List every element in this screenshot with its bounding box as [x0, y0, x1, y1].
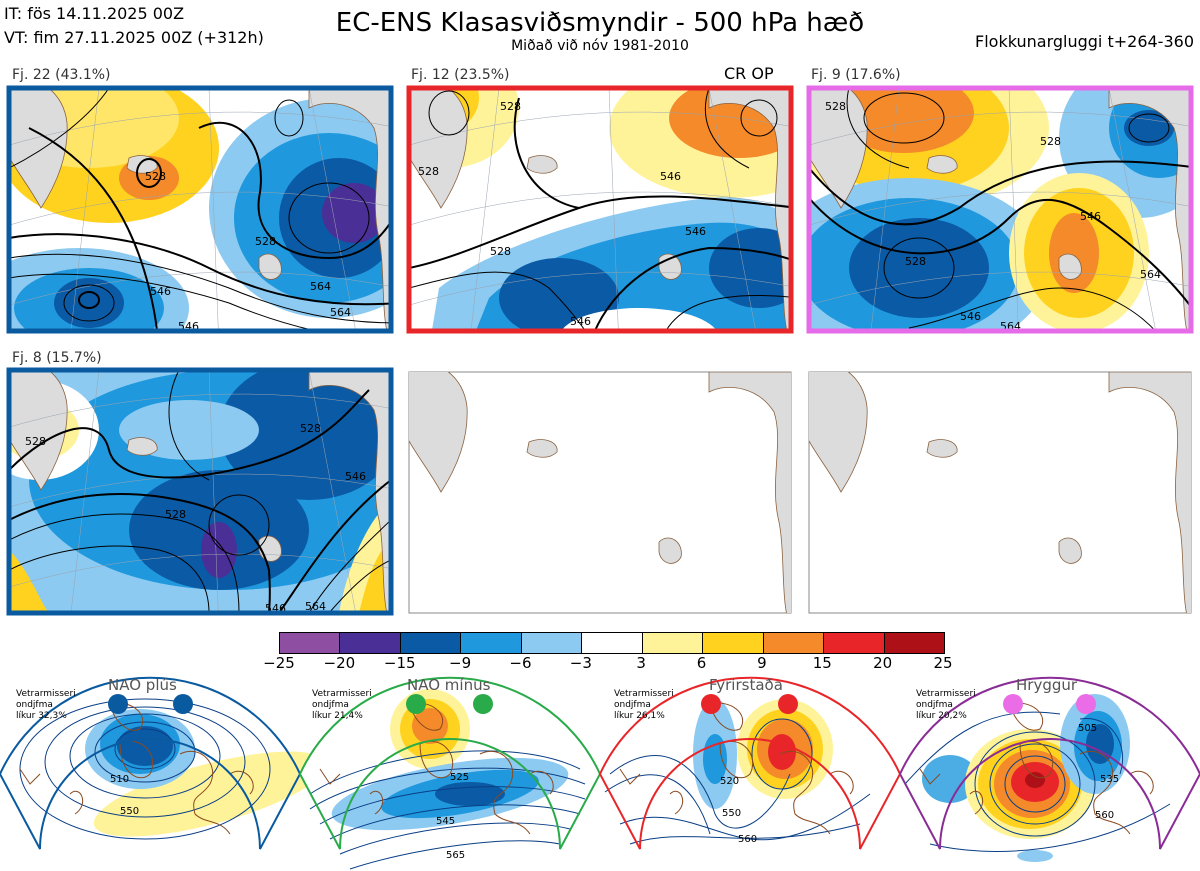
regime-contour: 550 — [120, 806, 139, 817]
contour-label: 528 — [500, 100, 521, 113]
regime-contour: 550 — [722, 808, 741, 819]
cluster-frame-2 — [406, 85, 794, 334]
regime-contour: 545 — [436, 816, 455, 827]
regime-marker-ridge-2 — [1076, 694, 1096, 714]
colorbar — [279, 632, 945, 654]
colorbar-swatch — [399, 633, 461, 653]
contour-label: 546 — [1080, 210, 1101, 223]
contour-label: 546 — [960, 310, 981, 323]
clustering-window: Flokkunargluggi t+264-360 — [975, 32, 1194, 51]
contour-label: 564 — [310, 280, 331, 293]
regime-info-nao-plus: Vetrarmisseri ondjfma líkur 32,3% — [16, 689, 76, 721]
cluster-label-3: Fj. 9 (17.6%) — [811, 67, 901, 83]
colorbar-ticks: −25 −20 −15 −9 −6 −3 3 6 9 15 20 25 — [240, 654, 984, 672]
regime-marker-blocking-1 — [701, 694, 721, 714]
colorbar-tick-label: −20 — [323, 654, 356, 672]
colorbar-swatch — [762, 633, 824, 653]
regime-marker-blocking-2 — [778, 694, 798, 714]
weather-regimes: 510 550 525 545 565 — [0, 676, 1200, 870]
control-operational-badge: CR OP — [724, 64, 774, 83]
regime-title-ridge: Hryggur — [1016, 676, 1078, 694]
cluster-label-2: Fj. 12 (23.5%) — [411, 67, 510, 83]
contour-label: 528 — [825, 100, 846, 113]
colorbar-tick-label: −15 — [383, 654, 416, 672]
cluster-maps: 546 528 564 564 528 546 — [6, 85, 1194, 616]
contour-label: 546 — [570, 315, 591, 328]
cluster-label-1: Fj. 22 (43.1%) — [12, 67, 111, 83]
regime-info-ridge: Vetrarmisseri ondjfma líkur 20,2% — [916, 689, 976, 721]
colorbar-swatch — [280, 633, 340, 653]
regime-title-nao-plus: NAO plús — [108, 676, 177, 694]
regime-marker-nao-plus-2 — [173, 694, 193, 714]
cluster-frame-3 — [806, 85, 1194, 334]
regime-contour: 520 — [720, 776, 739, 787]
cluster-frame-4 — [6, 367, 394, 616]
regime-contour: 535 — [1100, 774, 1119, 785]
init-time: IT: fös 14.11.2025 00Z — [4, 4, 185, 23]
colorbar-swatch — [339, 633, 400, 653]
contour-label: 546 — [150, 285, 171, 298]
colorbar-tick-label: 20 — [873, 654, 893, 672]
regime-contour: 560 — [1095, 810, 1114, 821]
regime-marker-ridge-1 — [1003, 694, 1023, 714]
contour-label: 528 — [490, 245, 511, 258]
regime-contour: 565 — [446, 850, 465, 861]
colorbar-swatch — [883, 633, 944, 653]
colorbar-swatch — [641, 633, 703, 653]
colorbar-tick-label: 25 — [933, 654, 953, 672]
colorbar-tick-label: 3 — [636, 654, 646, 672]
colorbar-swatch — [702, 633, 763, 653]
contour-label: 528 — [255, 235, 276, 248]
contour-label: 546 — [345, 470, 366, 483]
valid-time: VT: fim 27.11.2025 00Z (+312h) — [4, 28, 264, 47]
contour-label: 546 — [685, 225, 706, 238]
contour-label: 564 — [330, 306, 351, 319]
colorbar-swatch — [581, 633, 642, 653]
cluster-label-4: Fj. 8 (15.7%) — [12, 350, 102, 366]
contour-label: 564 — [305, 600, 326, 613]
empty-panel-5 — [408, 371, 792, 614]
colorbar-tick-label: 6 — [696, 654, 707, 672]
colorbar-swatch — [460, 633, 521, 653]
page-title: EC-ENS Klasasviðsmyndir - 500 hPa hæð — [335, 8, 865, 38]
page-subtitle: Miðað við nóv 1981-2010 — [511, 38, 689, 54]
regime-title-blocking: Fyrirstaða — [709, 676, 783, 694]
contour-label: 546 — [660, 170, 681, 183]
regime-info-blocking: Vetrarmisseri ondjfma líkur 26,1% — [614, 689, 674, 721]
regime-title-nao-minus: NAO mínus — [407, 676, 491, 694]
cluster-frame-1 — [6, 85, 394, 334]
contour-label: 528 — [300, 422, 321, 435]
contour-label: 528 — [1040, 135, 1061, 148]
regime-info-nao-minus: Vetrarmisseri ondjfma líkur 21,4% — [312, 689, 372, 721]
regime-contour: 560 — [738, 834, 757, 845]
regime-marker-nao-minus-1 — [406, 694, 426, 714]
empty-panel-6 — [808, 371, 1192, 614]
colorbar-swatch — [823, 633, 884, 653]
contour-label: 546 — [265, 602, 286, 615]
colorbar-swatch — [520, 633, 582, 653]
contour-label: 528 — [25, 435, 46, 448]
colorbar-tick-label: 9 — [757, 654, 767, 672]
contour-label: 528 — [418, 165, 439, 178]
colorbar-tick-label: −6 — [509, 654, 532, 672]
regime-marker-nao-plus-1 — [108, 694, 128, 714]
colorbar-tick-label: −9 — [449, 654, 472, 672]
contour-label: 528 — [905, 255, 926, 268]
contour-label: 564 — [1000, 320, 1021, 333]
colorbar-tick-label: −25 — [263, 654, 295, 672]
regime-marker-nao-minus-2 — [473, 694, 493, 714]
regime-contour: 505 — [1078, 723, 1097, 734]
colorbar-tick-label: 15 — [812, 654, 832, 672]
contour-label: 528 — [145, 170, 166, 183]
contour-label: 564 — [1140, 268, 1161, 281]
colorbar-tick-label: −3 — [569, 654, 592, 672]
contour-label: 528 — [165, 508, 186, 521]
regime-contour: 525 — [450, 772, 469, 783]
contour-label: 546 — [178, 320, 199, 333]
regime-contour: 510 — [110, 774, 129, 785]
